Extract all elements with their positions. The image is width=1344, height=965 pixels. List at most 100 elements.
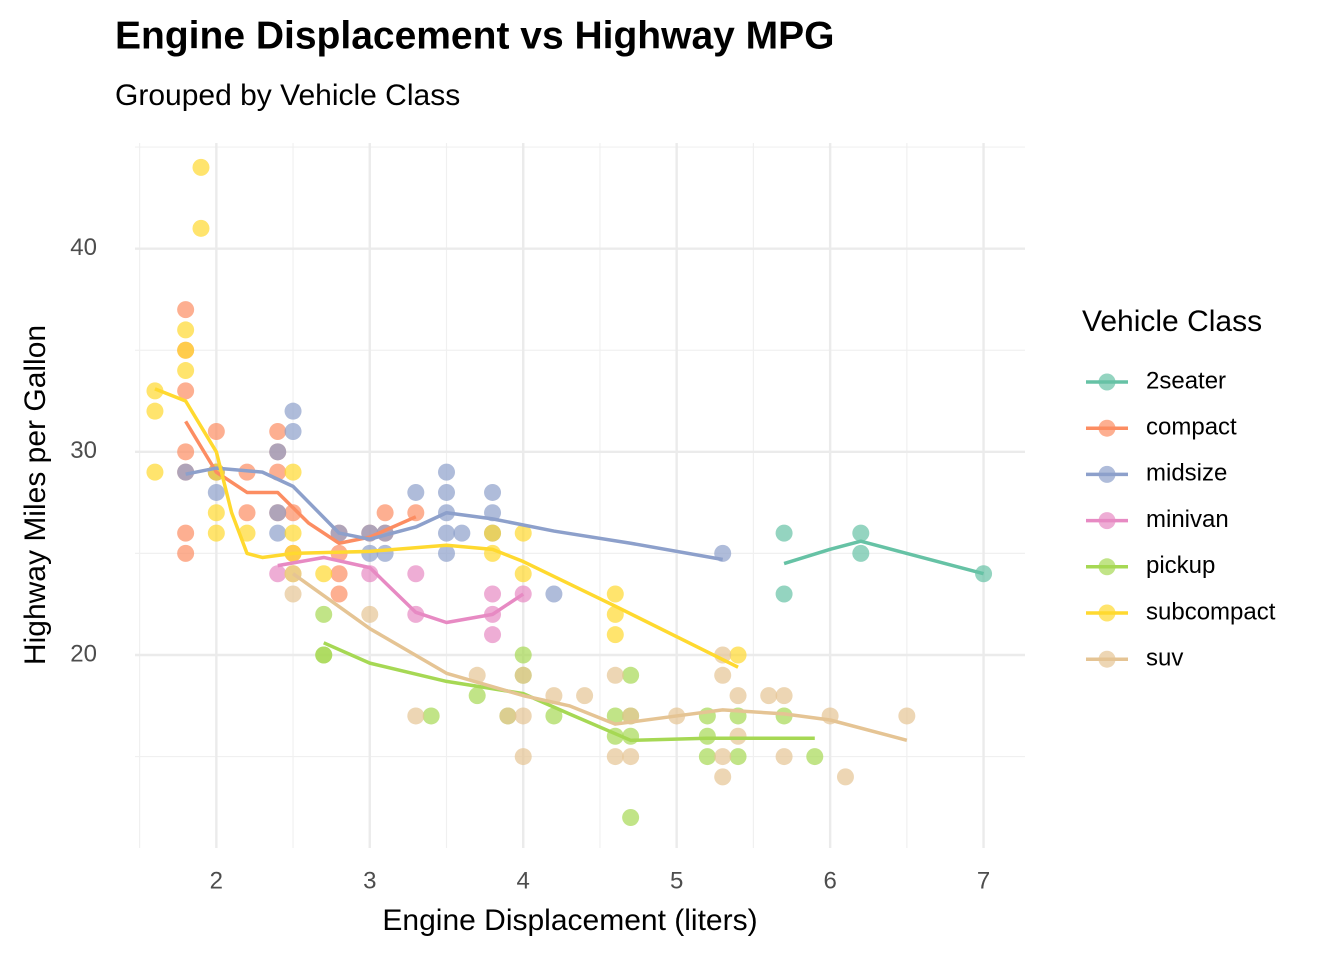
legend-label: subcompact [1146, 598, 1276, 625]
point [775, 687, 793, 705]
point [407, 483, 425, 501]
smooth-line [154, 387, 739, 669]
point [484, 626, 502, 644]
point [499, 707, 517, 725]
legend-key-point [1098, 558, 1116, 576]
y-axis-label: Highway Miles per Gallon [19, 325, 52, 665]
point [422, 707, 440, 725]
point [729, 646, 747, 664]
point [514, 646, 532, 664]
point [146, 382, 164, 400]
x-tick-label: 6 [823, 867, 836, 894]
marks [146, 158, 993, 827]
point [514, 748, 532, 766]
point [714, 666, 732, 684]
point [545, 585, 563, 603]
point [606, 707, 624, 725]
point [177, 362, 195, 380]
point [714, 768, 732, 786]
point [698, 748, 716, 766]
x-tick-label: 2 [210, 867, 223, 894]
point [269, 524, 287, 542]
legend-label: minivan [1146, 506, 1229, 533]
point [606, 748, 624, 766]
point [836, 768, 854, 786]
legend-title: Vehicle Class [1082, 305, 1262, 338]
point [852, 544, 870, 562]
point [376, 544, 394, 562]
point [146, 463, 164, 481]
point [376, 504, 394, 522]
point [606, 666, 624, 684]
point [775, 524, 793, 542]
point [177, 341, 195, 359]
point [177, 524, 195, 542]
point [361, 544, 379, 562]
smooth-line [184, 420, 417, 545]
smooth-line [185, 466, 724, 562]
point [484, 585, 502, 603]
point [284, 463, 302, 481]
smooth-line [292, 572, 908, 743]
point [284, 402, 302, 420]
chart-subtitle: Grouped by Vehicle Class [115, 79, 460, 112]
point [622, 809, 640, 827]
x-tick-label: 5 [670, 867, 683, 894]
legend-key-point [1098, 465, 1116, 483]
x-tick-label: 3 [363, 867, 376, 894]
legend-key-point [1098, 373, 1116, 391]
point [284, 423, 302, 441]
point [269, 565, 287, 583]
point [207, 423, 225, 441]
point [852, 524, 870, 542]
point [576, 687, 594, 705]
point [361, 605, 379, 623]
smooth-line [277, 555, 525, 625]
point [514, 707, 532, 725]
legend-label: 2seater [1146, 367, 1226, 394]
point [330, 565, 348, 583]
point [238, 504, 256, 522]
point [438, 544, 455, 562]
point [177, 321, 195, 339]
point [698, 727, 716, 745]
point [284, 585, 302, 603]
point [438, 463, 455, 481]
legend-key-point [1098, 650, 1116, 668]
point [284, 524, 302, 542]
point [177, 443, 195, 461]
point [207, 524, 225, 542]
point [269, 504, 287, 522]
point [622, 748, 640, 766]
point [514, 666, 532, 684]
point [407, 707, 425, 725]
point [315, 565, 333, 583]
legend: 2seater compact midsize minivan pickup subcom… [1086, 367, 1276, 672]
point [545, 707, 563, 725]
point [729, 727, 747, 745]
legend-label: suv [1146, 645, 1183, 672]
point [453, 524, 471, 542]
x-axis-label: Engine Displacement (liters) [382, 904, 757, 937]
x-tick-label: 4 [517, 867, 530, 894]
point [315, 646, 333, 664]
legend-key-point [1098, 419, 1116, 437]
legend-key-point [1098, 604, 1116, 622]
point [760, 687, 778, 705]
point [729, 687, 747, 705]
point [192, 158, 210, 176]
point [775, 585, 793, 603]
point [269, 423, 287, 441]
point [207, 504, 225, 522]
point [146, 402, 164, 420]
point [177, 301, 195, 319]
y-tick-label: 20 [70, 640, 97, 667]
y-tick-label: 40 [70, 234, 97, 261]
point [514, 565, 532, 583]
legend-label: compact [1146, 414, 1237, 441]
point [284, 504, 302, 522]
chart-title: Engine Displacement vs Highway MPG [115, 14, 835, 57]
y-tick-label: 30 [70, 437, 97, 464]
point [315, 605, 333, 623]
